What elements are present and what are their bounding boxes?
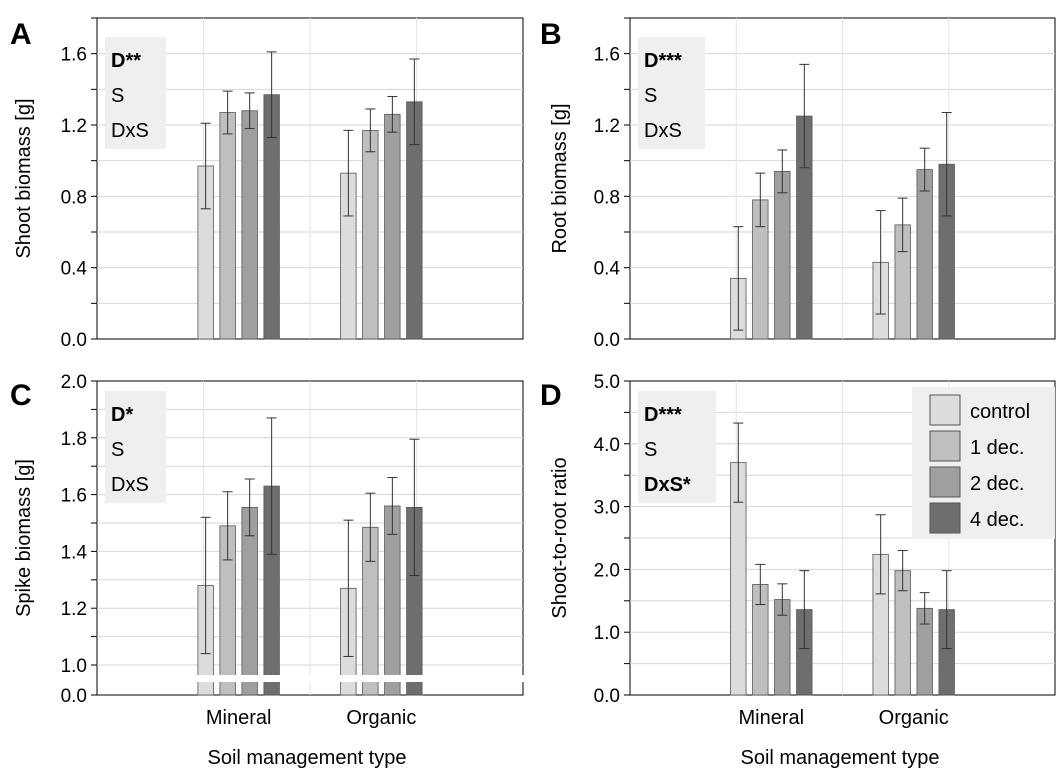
y-tick-label: 4.0	[594, 435, 620, 456]
stats-label: S	[111, 85, 124, 107]
shared-labels: Soil management type Soil management typ…	[207, 747, 939, 769]
legend-label: 2 dec.	[970, 473, 1024, 495]
panel-d: 0.0 1.0 2.0 3.0 4.0 5.0 Shoot-to-root ratio D Mi…	[540, 372, 1056, 729]
y-tick-label: 1.6	[594, 45, 620, 66]
legend-swatch	[929, 466, 961, 498]
panel-letter: B	[540, 18, 562, 51]
bar-organic-2	[384, 113, 401, 340]
stats-box	[105, 391, 166, 503]
y-tick-label: 0.0	[61, 686, 87, 707]
stats-label: DxS*	[644, 474, 691, 496]
bar-mineral-2	[774, 170, 791, 340]
legend-label: 4 dec.	[970, 509, 1024, 531]
legend-label: control	[970, 401, 1030, 423]
bar-mineral-1	[219, 112, 236, 340]
legend-label: 1 dec.	[970, 437, 1024, 459]
x-tick-label: Organic	[879, 707, 949, 729]
y-tick-label: 0.4	[594, 259, 621, 280]
bar-organic-1	[362, 129, 379, 340]
stats-label: D***	[644, 50, 682, 72]
stats-label: S	[644, 85, 657, 107]
stats-label: D***	[644, 404, 682, 426]
y-tick-label: 0.0	[594, 686, 620, 707]
y-tick-label: 0.8	[594, 187, 620, 208]
y-tick-label: 1.6	[61, 45, 87, 66]
y-tick-label: 0.8	[61, 187, 87, 208]
y-axis-title: Spike biomass [g]	[13, 459, 35, 617]
legend-swatch	[929, 394, 961, 426]
x-axis-title-left: Soil management type	[207, 747, 406, 769]
stats-label: D**	[111, 50, 141, 72]
y-tick-label: 3.0	[594, 498, 620, 519]
stats-box	[638, 37, 705, 149]
panel-letter: A	[10, 18, 32, 51]
y-axis-title: Shoot biomass [g]	[13, 98, 35, 258]
panel-letter: D	[540, 379, 562, 412]
x-tick-label: Organic	[346, 707, 416, 729]
panel-c: 0.0 1.0 1.2 1.4 1.6 1.8 2.0 Spike biomass [g] C M…	[10, 372, 537, 729]
x-tick-label: Mineral	[206, 707, 272, 729]
y-tick-label: 2.0	[594, 560, 620, 581]
y-tick-label: 0.4	[61, 259, 88, 280]
x-tick-label: Mineral	[739, 707, 805, 729]
axis-break-mark	[197, 675, 537, 682]
y-tick-label: 1.4	[61, 542, 88, 563]
y-tick-label: 2.0	[61, 372, 87, 393]
stats-box	[638, 391, 716, 503]
y-tick-label: 1.2	[594, 116, 620, 137]
panel-b: 0.0 0.4 0.8 1.2 1.6 Root biomass [g] B D*** S DxS	[540, 17, 1056, 351]
stats-label: S	[111, 439, 124, 461]
stats-label: DxS	[111, 120, 149, 142]
y-tick-label: 0.0	[61, 330, 87, 351]
y-tick-label: 1.6	[61, 486, 87, 507]
y-tick-label: 1.8	[61, 429, 87, 450]
y-axis-title: Root biomass [g]	[549, 103, 571, 253]
panel-letter: C	[10, 379, 32, 412]
legend-swatch	[929, 502, 961, 534]
stats-label: DxS	[111, 474, 149, 496]
y-tick-label: 1.0	[61, 656, 87, 677]
stats-box	[105, 37, 166, 149]
x-axis-title-right: Soil management type	[740, 747, 939, 769]
y-tick-label: 1.2	[61, 599, 87, 620]
y-tick-label: 5.0	[594, 372, 620, 393]
y-axis-title: Shoot-to-root ratio	[549, 457, 571, 618]
y-tick-label: 0.0	[594, 330, 620, 351]
stats-label: DxS	[644, 120, 682, 142]
stats-label: D*	[111, 404, 133, 426]
stats-label: S	[644, 439, 657, 461]
panel-a: 0.0 0.4 0.8 1.2 1.6 Shoot biomass [g] A D** S DxS	[10, 17, 524, 351]
bar-mineral-2	[241, 110, 258, 340]
y-tick-label: 1.2	[61, 116, 87, 137]
legend-swatch	[929, 430, 961, 462]
y-tick-label: 1.0	[594, 623, 620, 644]
bar-organic-2	[916, 169, 933, 340]
